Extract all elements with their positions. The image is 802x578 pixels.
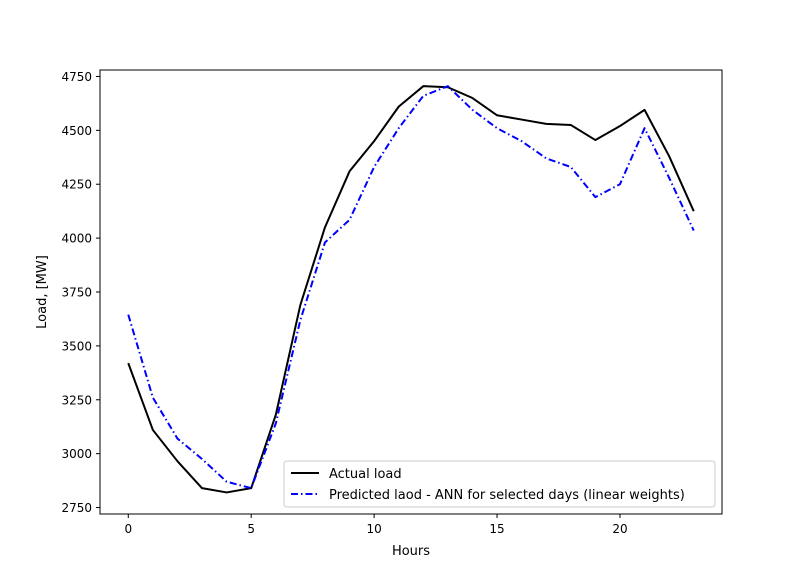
y-tick-label: 3000	[61, 447, 92, 461]
legend: Actual load Predicted laod - ANN for sel…	[283, 460, 716, 508]
legend-label-predicted: Predicted laod - ANN for selected days (…	[329, 488, 685, 503]
y-tick-label: 4750	[61, 70, 92, 84]
y-tick-label: 4250	[61, 178, 92, 192]
series-line-predicted	[127, 85, 695, 490]
legend-label-actual: Actual load	[329, 467, 402, 482]
legend-box	[283, 460, 716, 508]
series-layer	[127, 85, 695, 494]
x-tick-label: 15	[489, 522, 504, 536]
y-tick-label: 3500	[61, 339, 92, 353]
x-axis-label: Hours	[392, 544, 430, 559]
y-tick-label: 3750	[61, 286, 92, 300]
x-tick-label: 0	[124, 522, 132, 536]
y-tick-label: 4500	[61, 124, 92, 138]
x-tick-label: 5	[247, 522, 255, 536]
y-tick-label: 2750	[61, 501, 92, 515]
y-tick-label: 4000	[61, 232, 92, 246]
plot-frame	[99, 69, 723, 515]
y-tick-label: 3250	[61, 393, 92, 407]
series-line-actual	[127, 85, 695, 494]
y-axis-label: Load, [MW]	[35, 255, 50, 329]
x-tick-label: 10	[366, 522, 381, 536]
ticks-layer: 0 5 10 15 20 2750 3000 3250 3500 3750 4000 4250 4500…	[61, 70, 627, 536]
x-tick-label: 20	[612, 522, 627, 536]
